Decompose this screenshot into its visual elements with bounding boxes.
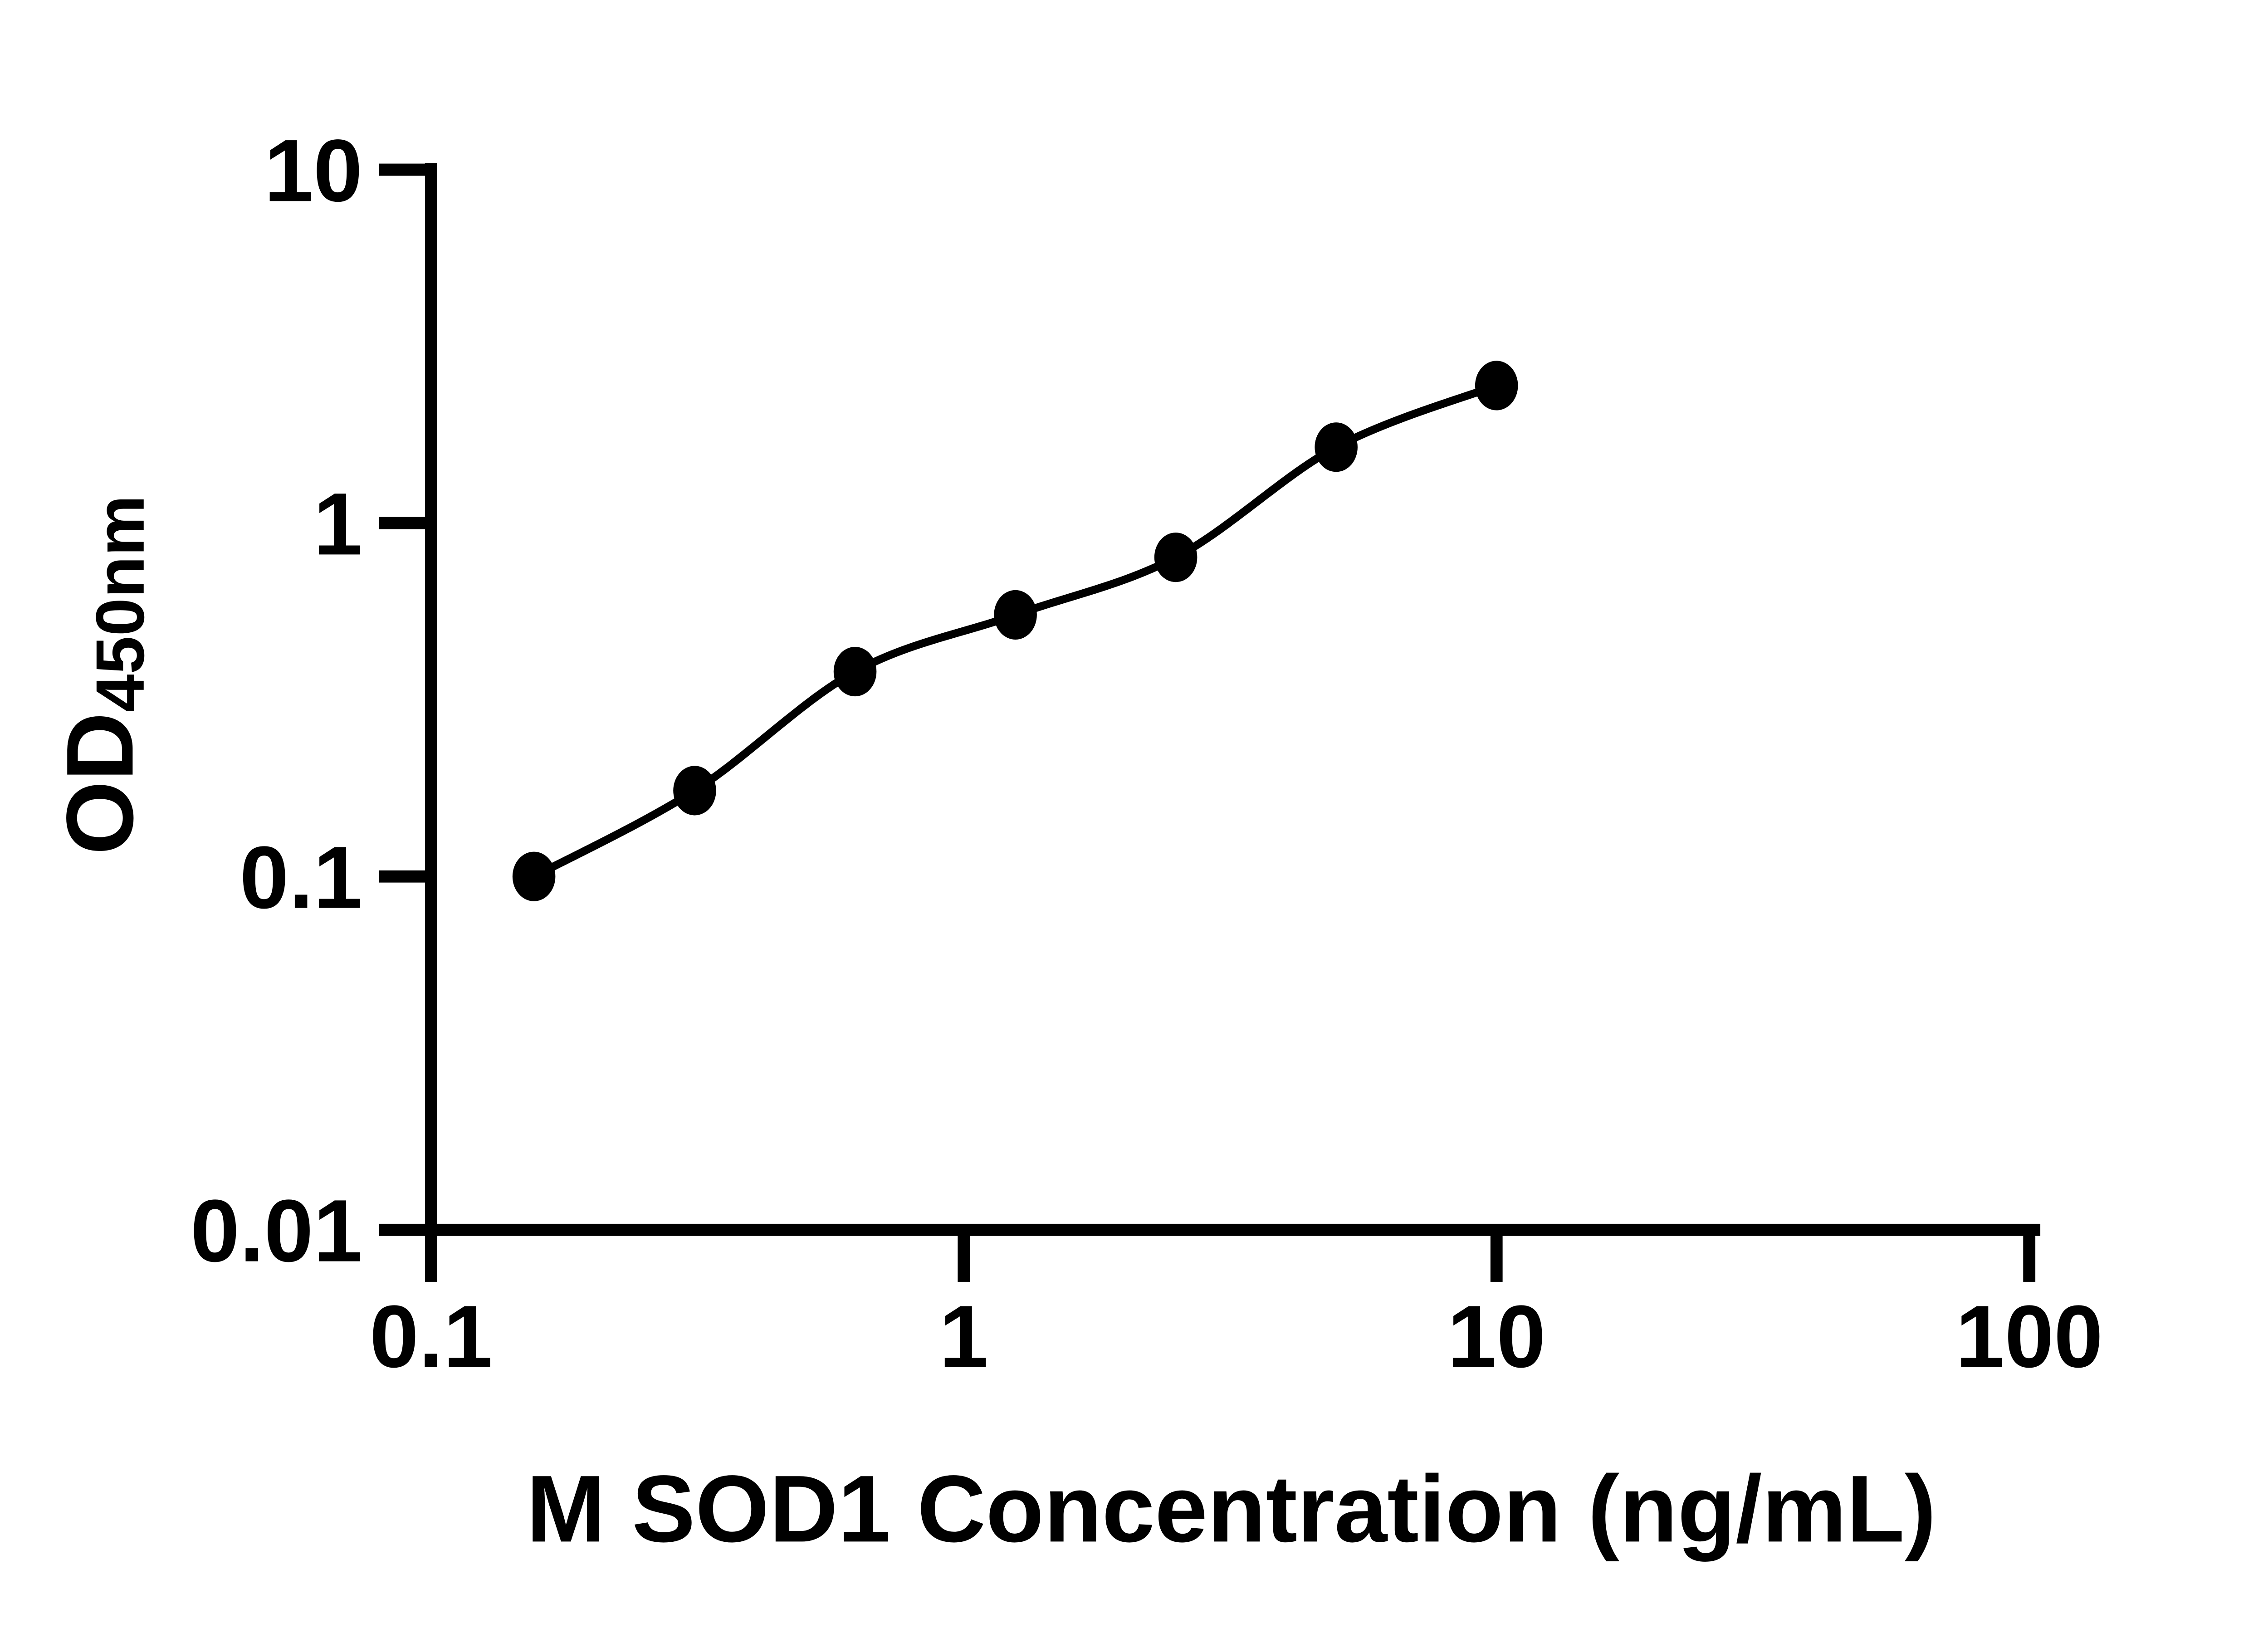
x-axis-ticks: 0.1 1 10 100 <box>370 1230 2103 1386</box>
x-axis-title: M SOD1 Concentration (ng/mL) <box>526 1456 1936 1562</box>
data-point <box>1475 361 1518 411</box>
y-tick-label: 0.01 <box>191 1182 362 1281</box>
axes <box>425 163 2041 1236</box>
x-tick-label: 10 <box>1447 1287 1546 1386</box>
y-axis-title-base: OD <box>47 712 153 855</box>
data-points <box>512 361 1518 901</box>
data-point <box>1315 422 1358 472</box>
data-point <box>994 590 1037 640</box>
data-point <box>512 851 556 901</box>
x-tick-label: 100 <box>1955 1287 2103 1386</box>
y-axis-title: OD450nm <box>47 495 158 855</box>
data-point <box>833 646 877 697</box>
x-tick-label: 0.1 <box>370 1287 493 1386</box>
x-tick-label: 1 <box>939 1287 988 1386</box>
data-point <box>1154 533 1198 582</box>
y-tick-label: 0.1 <box>240 828 362 927</box>
y-axis-ticks: 0.01 0.1 1 10 <box>191 122 431 1281</box>
y-tick-label: 10 <box>264 122 362 220</box>
y-axis-title-subscript: 450nm <box>82 495 159 713</box>
data-point <box>673 766 716 816</box>
y-tick-label: 1 <box>313 475 362 573</box>
